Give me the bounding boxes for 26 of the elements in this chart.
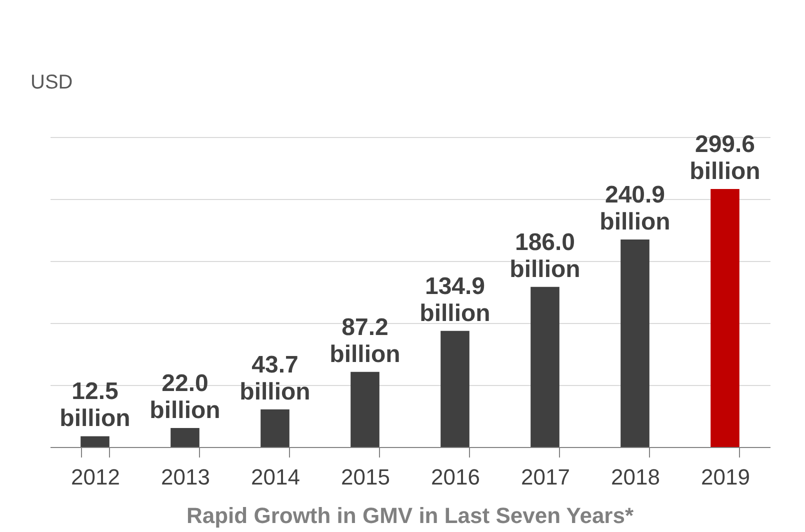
x-tick-label: 2019 [701,464,750,490]
bar [170,428,200,447]
data-label: 134.9 billion [420,272,490,327]
x-tick-label: 2017 [521,464,570,490]
text: Rapid Growth in GMV in Last Seven Years* [186,503,634,528]
data-label: 299.6 billion [690,131,760,186]
x-tick-label: 2015 [341,464,390,490]
x-tick-label: 2014 [251,464,300,490]
data-label: 87.2 billion [330,314,400,368]
data-label: 186.0 billion [510,228,580,283]
bar [260,409,290,447]
bar [80,436,110,447]
x-tick-label: 2013 [161,464,210,490]
x-tick-label: 2016 [431,464,480,490]
data-label: 22.0 billion [150,370,220,424]
bar [620,240,650,447]
bar [710,189,740,447]
bar [350,372,380,447]
x-tick-label: 2012 [71,464,120,490]
data-label: 43.7 billion [240,351,310,406]
y-axis-title: USD [30,72,73,94]
data-label: 12.5 billion [60,378,130,432]
bar [440,330,470,447]
bar [530,286,560,447]
x-tick-label: 2018 [611,464,660,490]
data-label: 240.9 billion [600,182,670,236]
